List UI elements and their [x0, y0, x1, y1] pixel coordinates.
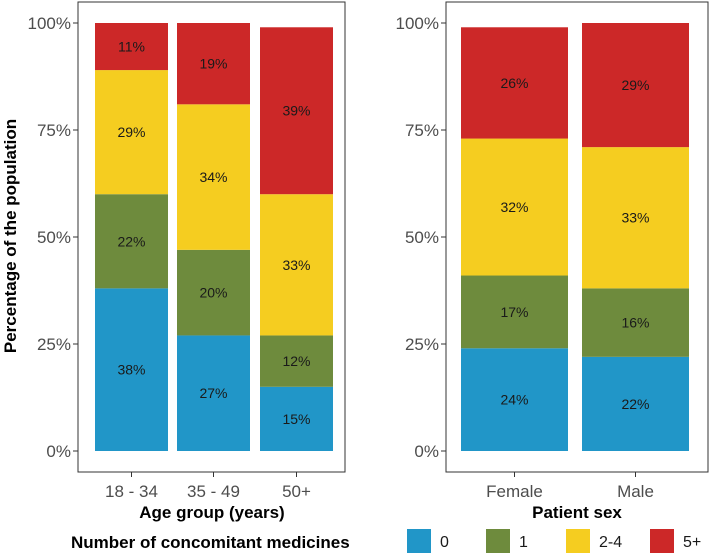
x-tick-label: Female — [486, 482, 543, 501]
bar-segment — [260, 194, 333, 336]
legend-key — [407, 529, 431, 553]
x-axis-title: Age group (years) — [139, 503, 284, 522]
data-label: 22% — [117, 233, 145, 249]
data-label: 34% — [199, 169, 227, 185]
y-tick-label: 25% — [405, 335, 439, 354]
x-tick-label: 18 - 34 — [105, 482, 158, 501]
legend-key — [566, 529, 590, 553]
legend-key — [650, 529, 674, 553]
y-tick-label: 100% — [396, 14, 439, 33]
bar-segment — [95, 23, 168, 71]
patient-sex-panel: 0% 25% 50% 75% 100% 24% 17% 32% 26% Female 22% 16% 3… — [396, 1, 709, 522]
data-label: 39% — [282, 103, 310, 119]
data-label: 20% — [199, 285, 227, 301]
legend-label: 5+ — [683, 534, 701, 551]
data-label: 16% — [621, 315, 649, 331]
bar-segment — [461, 275, 568, 349]
data-label: 22% — [621, 396, 649, 412]
bar-segment — [95, 288, 168, 451]
bar-segment — [461, 138, 568, 276]
legend-label: 0 — [440, 534, 449, 551]
bar-segment — [177, 23, 250, 105]
bar-segment — [177, 104, 250, 250]
data-label: 32% — [500, 199, 528, 215]
data-label: 24% — [500, 392, 528, 408]
bar-segment — [260, 335, 333, 387]
data-label: 38% — [117, 362, 145, 378]
bar-segment — [582, 23, 689, 148]
y-axis-title: Percentage of the population — [1, 119, 20, 353]
x-axis-title: Patient sex — [532, 503, 622, 522]
y-tick-label: 0% — [46, 442, 71, 461]
y-tick-label: 0% — [414, 442, 439, 461]
bar-segment — [177, 335, 250, 451]
bar-segment — [461, 348, 568, 451]
data-label: 15% — [282, 411, 310, 427]
y-tick-label: 50% — [37, 228, 71, 247]
data-label: 29% — [621, 77, 649, 93]
y-tick-label: 75% — [405, 121, 439, 140]
bar-segment — [260, 27, 333, 195]
data-label: 17% — [500, 304, 528, 320]
legend-label: 1 — [519, 534, 528, 551]
bar-segment — [582, 147, 689, 289]
data-label: 26% — [500, 75, 528, 91]
y-tick-label: 25% — [37, 335, 71, 354]
legend: Number of concomitant medicines 0 1 2-4 5+ — [71, 529, 701, 553]
bar-segment — [95, 70, 168, 195]
bar-segment — [260, 386, 333, 451]
legend-title: Number of concomitant medicines — [71, 533, 350, 552]
y-tick-label: 50% — [405, 228, 439, 247]
data-label: 12% — [282, 353, 310, 369]
data-label: 29% — [117, 124, 145, 140]
bar-segment — [582, 356, 689, 451]
x-tick-label: 35 - 49 — [187, 482, 240, 501]
x-tick-label: 50+ — [282, 482, 311, 501]
x-tick-label: Male — [617, 482, 654, 501]
bar-segment — [177, 249, 250, 336]
y-tick-label: 100% — [28, 14, 71, 33]
data-label: 33% — [621, 210, 649, 226]
bar-segment — [461, 27, 568, 139]
bar-segment — [582, 288, 689, 357]
data-label: 27% — [199, 385, 227, 401]
data-label: 33% — [282, 257, 310, 273]
legend-key — [486, 529, 510, 553]
bar-segment — [95, 194, 168, 289]
age-group-panel: 0% 25% 50% 75% 100% 38% 22% 29% 11% 18 - 34 27% 20%… — [28, 1, 346, 522]
y-tick-label: 75% — [37, 121, 71, 140]
data-label: 19% — [199, 56, 227, 72]
legend-label: 2-4 — [599, 534, 622, 551]
data-label: 11% — [118, 39, 145, 55]
